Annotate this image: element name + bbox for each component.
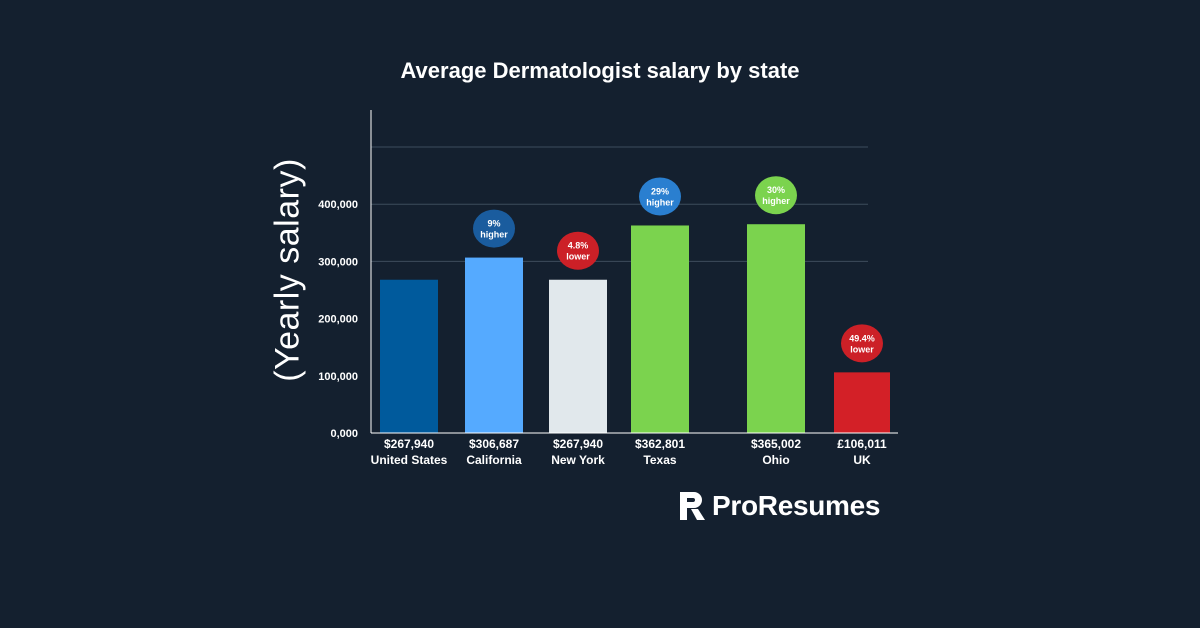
bar-texas (631, 225, 689, 433)
badge-direction: higher (646, 197, 674, 207)
bar-value-label: $267,940 (384, 437, 434, 451)
bar-california (465, 257, 523, 433)
category-label: Ohio (762, 453, 789, 467)
percent-badge (755, 176, 797, 215)
badge-percent: 49.4% (849, 333, 875, 343)
badge-percent: 29% (651, 186, 669, 196)
badge-direction: lower (850, 344, 874, 354)
y-tick-label: 300,000 (318, 256, 358, 268)
bar-united-states (380, 279, 438, 433)
y-tick-label: 100,000 (318, 371, 358, 383)
y-tick-label: 200,000 (318, 314, 358, 326)
bar-value-label: £106,011 (837, 437, 887, 451)
percent-badge (557, 231, 599, 270)
bar-value-label: $365,002 (751, 437, 801, 451)
brand-logo: ProResumes (678, 490, 880, 522)
bar-new-york (549, 279, 607, 433)
percent-badge (639, 177, 681, 216)
category-label: Texas (643, 453, 676, 467)
badge-percent: 4.8% (568, 241, 589, 251)
badge-percent: 30% (767, 185, 785, 195)
category-label: New York (551, 453, 605, 467)
bar-ohio (747, 224, 805, 433)
y-tick-label: 0,000 (330, 428, 358, 440)
y-tick-label: 400,000 (318, 199, 358, 211)
bar-value-label: $267,940 (553, 437, 603, 451)
bar-uk (834, 372, 890, 433)
brand-name: ProResumes (712, 490, 881, 521)
badge-percent: 9% (487, 219, 500, 229)
category-label: California (466, 453, 522, 467)
percent-badge (473, 209, 515, 248)
bar-value-label: $362,801 (635, 437, 685, 451)
percent-badge (841, 324, 883, 363)
pr-logo-icon (680, 492, 705, 520)
badge-direction: higher (480, 230, 508, 240)
badge-direction: higher (762, 196, 790, 206)
category-label: United States (371, 453, 448, 467)
chart-title: Average Dermatologist salary by state (400, 58, 800, 83)
bar-value-label: $306,687 (469, 437, 519, 451)
category-label: UK (853, 453, 871, 467)
badge-direction: lower (566, 252, 590, 262)
